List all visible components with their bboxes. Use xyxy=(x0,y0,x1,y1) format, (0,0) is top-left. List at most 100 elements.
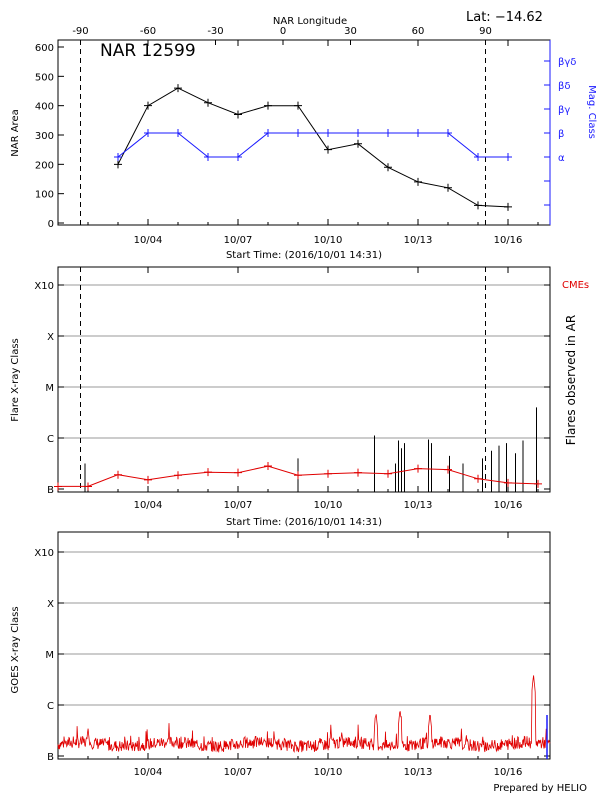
mag-class-point-6 xyxy=(294,129,302,137)
mag-class-point-11 xyxy=(444,129,452,137)
mag-class-label-4: βγδ xyxy=(558,57,576,68)
nar-area-point-4 xyxy=(234,110,242,119)
region-title: NAR 12599 xyxy=(100,41,196,61)
lon-tick-label-3: 0 xyxy=(280,26,286,37)
mag-class-point-0 xyxy=(114,153,122,161)
flare-class-point-11 xyxy=(384,469,392,478)
nar-area-point-8 xyxy=(354,139,362,148)
mag-class-point-8 xyxy=(354,129,362,137)
flare-class-point-4 xyxy=(174,471,182,480)
flare-class-point-9 xyxy=(324,469,332,478)
class-label-2: M xyxy=(45,650,54,661)
mag-class-label-3: βδ xyxy=(558,81,571,92)
y-tick-label-6: 600 xyxy=(35,43,54,54)
flare-class-point-6 xyxy=(234,468,242,477)
mag-class-point-3 xyxy=(204,153,212,161)
class-label-3: X xyxy=(47,332,54,343)
class-label-2: M xyxy=(45,383,54,394)
lon-tick-label-1: -60 xyxy=(140,26,156,37)
x-tick-label-0: 10/04 xyxy=(134,767,163,778)
nar-area-point-6 xyxy=(294,101,302,110)
class-label-1: C xyxy=(47,701,54,712)
latitude-label: Lat: −14.62 xyxy=(466,10,543,25)
goes-class-axes xyxy=(57,531,551,760)
lon-tick-label-2: -30 xyxy=(207,26,223,37)
flare-class-point-16 xyxy=(534,479,542,488)
nar-area-point-2 xyxy=(174,84,182,93)
cme-label: CMEs xyxy=(562,280,589,291)
nar-area-ylabel: NAR Area xyxy=(10,109,21,156)
nar-area-point-11 xyxy=(444,183,452,192)
nar-area-point-10 xyxy=(414,177,422,186)
x-tick-label-2: 10/10 xyxy=(314,767,343,778)
credit-label: Prepared by HELIO xyxy=(493,783,587,794)
lon-tick-label-6: 90 xyxy=(479,26,492,37)
x-tick-label-1: 10/07 xyxy=(224,767,253,778)
goes-class-ylabel: GOES X-ray Class xyxy=(10,606,21,693)
mag-class-point-12 xyxy=(474,153,482,161)
x-tick-label-0: 10/04 xyxy=(134,500,163,511)
x-tick-label-2: 10/10 xyxy=(314,500,343,511)
flare-class-point-7 xyxy=(264,462,272,471)
x-tick-label-0: 10/04 xyxy=(134,235,163,246)
class-label-3: X xyxy=(47,599,54,610)
lon-tick-label-0: -90 xyxy=(72,26,88,37)
mag-class-point-7 xyxy=(324,129,332,137)
mag-class-point-1 xyxy=(144,129,152,137)
nar-area-point-1 xyxy=(144,101,152,110)
x-tick-label-3: 10/13 xyxy=(404,767,433,778)
mag-class-point-10 xyxy=(414,129,422,137)
x-tick-label-4: 10/16 xyxy=(494,500,523,511)
y-tick-label-3: 300 xyxy=(35,131,54,142)
x-tick-label-3: 10/13 xyxy=(404,500,433,511)
mag-class-point-4 xyxy=(234,153,242,161)
nar-area-point-9 xyxy=(384,163,392,172)
nar-area-point-5 xyxy=(264,101,272,110)
y-tick-label-0: 0 xyxy=(48,219,54,230)
mag-class-point-5 xyxy=(264,129,272,137)
x-tick-label-4: 10/16 xyxy=(494,235,523,246)
nar-area-point-0 xyxy=(114,160,122,169)
flare-class-axes xyxy=(57,266,551,493)
y-tick-label-5: 500 xyxy=(35,72,54,83)
flare-class-point-5 xyxy=(204,468,212,477)
y-tick-label-4: 400 xyxy=(35,102,54,113)
class-label-4: X10 xyxy=(34,548,54,559)
nar-area-point-7 xyxy=(324,145,332,154)
flare-class-point-13 xyxy=(444,465,452,474)
lon-tick-label-5: 60 xyxy=(412,26,425,37)
goes-class-panel: B C M X X10 10/04 10/07 10/10 10/13 10/16 GOES X-… xyxy=(10,531,587,794)
mag-class-ylabel: Mag. Class xyxy=(586,85,597,139)
mag-class-label-0: α xyxy=(558,153,565,164)
nar-area-point-13 xyxy=(504,202,512,211)
mag-class-point-13 xyxy=(504,153,512,161)
flares-observed-ylabel: Flares observed in AR xyxy=(564,315,578,445)
start-time-label-2: Start Time: (2016/10/01 14:31) xyxy=(226,517,382,528)
flare-class-point-12 xyxy=(414,464,422,473)
y-tick-label-2: 200 xyxy=(35,160,54,171)
flare-class-panel: B C M X X10 10/04 10/07 10/10 10/13 10/16 CMEs Fl… xyxy=(10,266,589,528)
x-tick-label-2: 10/10 xyxy=(314,235,343,246)
top-axis-label: NAR Longitude xyxy=(273,16,347,27)
flare-class-point-2 xyxy=(114,470,122,479)
mag-class-label-1: β xyxy=(558,129,564,140)
lon-tick-label-4: 30 xyxy=(344,26,357,37)
flare-class-ylabel: Flare X-ray Class xyxy=(10,338,21,422)
x-tick-label-4: 10/16 xyxy=(494,767,523,778)
flare-class-point-1 xyxy=(84,482,92,491)
class-label-0: B xyxy=(47,752,54,763)
flare-class-point-8 xyxy=(294,471,302,480)
flare-class-point-14 xyxy=(474,474,482,483)
start-time-label-1: Start Time: (2016/10/01 14:31) xyxy=(226,250,382,261)
flare-class-point-3 xyxy=(144,475,152,484)
y-tick-label-1: 100 xyxy=(35,190,54,201)
class-label-4: X10 xyxy=(34,281,54,292)
x-tick-label-1: 10/07 xyxy=(224,500,253,511)
nar-area-point-12 xyxy=(474,201,482,210)
mag-class-label-2: βγ xyxy=(558,105,570,116)
nar-area-point-3 xyxy=(204,98,212,107)
mag-class-point-2 xyxy=(174,129,182,137)
class-label-0: B xyxy=(47,485,54,496)
